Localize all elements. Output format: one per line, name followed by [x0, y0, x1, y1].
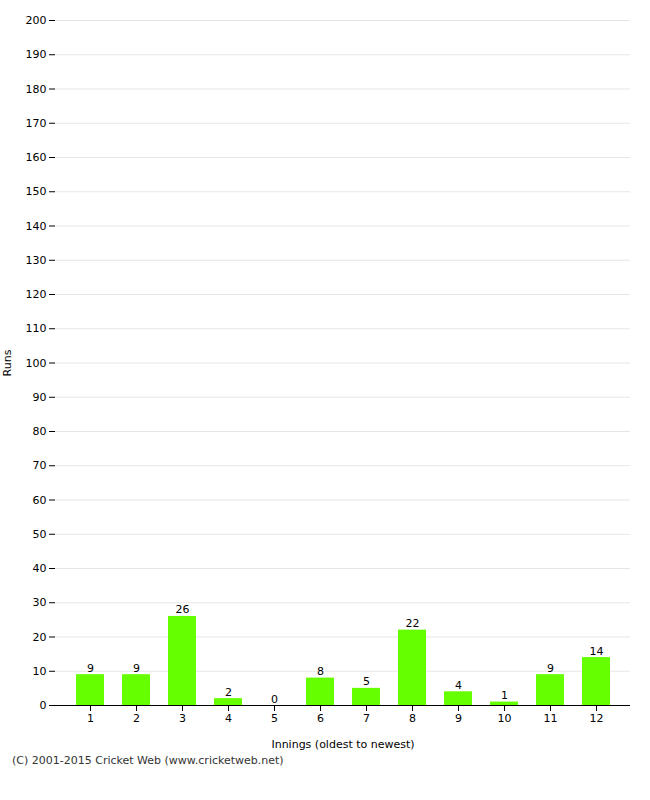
svg-text:2: 2: [133, 712, 140, 725]
svg-text:190: 190: [26, 48, 47, 61]
html-text:(C) 2001-2015 Cricket Web (www: (C) 2001-2015 Cricket Web (www.cricketwe…: [12, 754, 284, 767]
svg-text:0: 0: [271, 693, 278, 706]
svg-text:0: 0: [40, 699, 47, 712]
svg-text:20: 20: [33, 631, 47, 644]
svg-text:7: 7: [363, 712, 370, 725]
svg-text:130: 130: [26, 254, 47, 267]
svg-text:14: 14: [590, 645, 604, 658]
svg-text:9: 9: [547, 662, 554, 675]
svg-text:200: 200: [26, 14, 47, 27]
svg-text:50: 50: [33, 528, 47, 541]
svg-text:5: 5: [363, 675, 370, 688]
svg-text:11: 11: [544, 712, 558, 725]
svg-text:26: 26: [176, 603, 190, 616]
svg-text:8: 8: [317, 665, 324, 678]
svg-text:180: 180: [26, 83, 47, 96]
svg-text:140: 140: [26, 220, 47, 233]
svg-text:110: 110: [26, 322, 47, 335]
svg-text:8: 8: [409, 712, 416, 725]
svg-text:Runs: Runs: [1, 349, 14, 376]
svg-text:6: 6: [317, 712, 324, 725]
svg-text:9: 9: [87, 662, 94, 675]
svg-text:90: 90: [33, 391, 47, 404]
svg-text:5: 5: [271, 712, 278, 725]
svg-text:1: 1: [501, 689, 508, 702]
svg-text:Innings (oldest to newest): Innings (oldest to newest): [271, 738, 414, 751]
svg-text:9: 9: [455, 712, 462, 725]
svg-text:60: 60: [33, 494, 47, 507]
svg-text:100: 100: [26, 357, 47, 370]
svg-text:12: 12: [590, 712, 604, 725]
svg-text:22: 22: [406, 617, 420, 630]
svg-text:40: 40: [33, 562, 47, 575]
svg-text:4: 4: [225, 712, 232, 725]
svg-text:4: 4: [455, 679, 462, 692]
svg-text:2: 2: [225, 686, 232, 699]
svg-text:70: 70: [33, 459, 47, 472]
svg-text:120: 120: [26, 288, 47, 301]
svg-text:30: 30: [33, 596, 47, 609]
svg-text:80: 80: [33, 425, 47, 438]
svg-text:1: 1: [87, 712, 94, 725]
svg-text:9: 9: [133, 662, 140, 675]
svg-text:160: 160: [26, 151, 47, 164]
svg-text:150: 150: [26, 185, 47, 198]
svg-text:3: 3: [179, 712, 186, 725]
svg-text:170: 170: [26, 117, 47, 130]
svg-text:10: 10: [498, 712, 512, 725]
svg-text:10: 10: [33, 665, 47, 678]
